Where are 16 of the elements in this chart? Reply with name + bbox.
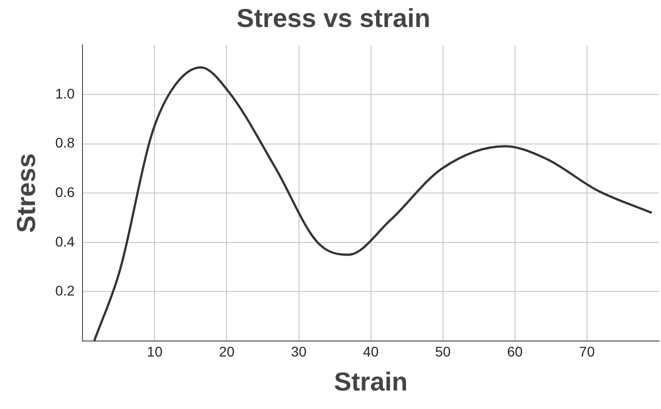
y-tick-label: 0.8 [55, 134, 75, 151]
chart-title: Stress vs strain [236, 2, 430, 33]
y-tick-label: 0.2 [55, 282, 75, 299]
y-tick-label: 1.0 [55, 85, 75, 102]
y-tick-label: 0.6 [55, 184, 75, 200]
x-tick-label: 10 [146, 343, 163, 360]
y-tick-label: 0.4 [55, 233, 75, 250]
y-axis-title: Stress [10, 153, 41, 233]
x-tick-label: 60 [507, 343, 523, 360]
x-tick-label: 40 [363, 343, 379, 360]
line-series [93, 66, 653, 341]
x-tick-label: 20 [218, 343, 235, 360]
x-tick-label: 50 [435, 343, 451, 360]
x-axis-title: Strain [334, 366, 408, 397]
x-tick-label: 70 [579, 343, 595, 360]
x-tick-label: 30 [291, 343, 307, 360]
